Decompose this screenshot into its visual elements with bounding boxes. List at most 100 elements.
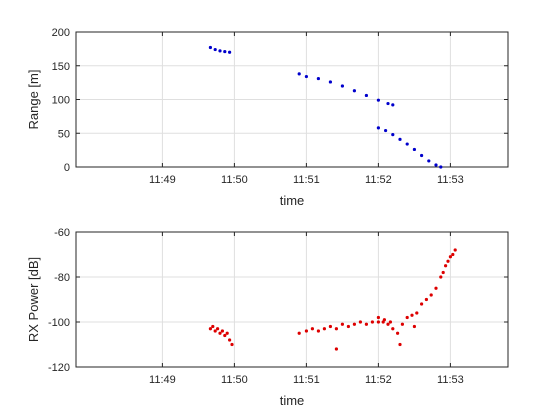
data-point [213, 329, 217, 333]
data-point [446, 259, 450, 263]
x-tick-label: 11:49 [149, 374, 176, 386]
data-point [386, 101, 390, 106]
data-point [434, 286, 438, 290]
chart-2: 11:49 11:50 11:51 11:52 11:53 -120 -100 -80 -60 t… [26, 227, 509, 408]
x-tick-label: 11:53 [437, 174, 464, 186]
x-tick-label: 11:51 [293, 174, 320, 186]
y-tick-label: -80 [54, 272, 70, 284]
data-point [376, 315, 380, 320]
data-point [439, 165, 443, 169]
axes-box [75, 231, 509, 368]
data-point [424, 297, 428, 302]
data-point [439, 275, 443, 279]
chart-1: 11:49 11:50 11:51 11:52 11:53 0 50 100 150 200 tim… [26, 27, 509, 208]
data-point [208, 327, 212, 331]
data-point [220, 329, 224, 333]
data-point [370, 320, 374, 324]
data-point [391, 103, 395, 107]
y-tick-label: -100 [48, 317, 70, 329]
y-tick-label: 150 [52, 61, 70, 73]
data-point [328, 80, 332, 84]
data-point [213, 47, 217, 52]
y-tick-label: 100 [52, 95, 70, 107]
data-point [388, 320, 392, 324]
data-point [352, 89, 356, 93]
x-tick-label: 11:52 [365, 374, 392, 386]
x-tick-label: 11:50 [221, 374, 248, 386]
data-point [451, 252, 455, 257]
data-point [223, 333, 227, 338]
data-point [218, 331, 222, 335]
data-point [412, 147, 416, 152]
data-point [223, 49, 227, 54]
data-point [218, 49, 222, 53]
data-point [396, 331, 400, 335]
y-axis-label: Range [m] [26, 70, 41, 130]
data-point [322, 327, 326, 331]
data-point [420, 302, 424, 306]
data-point [310, 327, 314, 331]
data-point [230, 342, 234, 347]
data-point [352, 322, 356, 326]
data-point [340, 84, 344, 88]
data-point [381, 320, 385, 324]
x-tick-label: 11:49 [149, 174, 176, 186]
data-point [304, 74, 308, 79]
data-point [297, 72, 301, 76]
x-tick-label: 11:50 [221, 174, 248, 186]
data-point [208, 45, 212, 50]
y-tick-label: 0 [64, 162, 70, 174]
data-point [434, 163, 438, 167]
data-point [316, 329, 320, 333]
data-point [444, 264, 448, 268]
series-1 [208, 45, 443, 169]
data-point [376, 320, 380, 324]
data-point [211, 324, 215, 329]
x-tick-label: 11:51 [293, 374, 320, 386]
data-point [376, 126, 380, 130]
data-point [228, 338, 232, 342]
data-point [415, 311, 419, 315]
data-point [358, 320, 362, 324]
y-tick-label: -60 [54, 227, 70, 239]
data-point [316, 76, 320, 81]
data-point [427, 159, 431, 163]
data-point [384, 128, 388, 133]
data-point [376, 98, 380, 102]
data-point [364, 93, 368, 98]
y-tick-label: -120 [48, 362, 70, 374]
data-point [420, 153, 424, 158]
data-point [328, 324, 332, 329]
data-point [216, 327, 220, 331]
data-point [304, 329, 308, 333]
data-point [297, 331, 301, 335]
data-point [453, 248, 457, 252]
data-point [412, 324, 416, 329]
x-tick-label: 11:53 [437, 374, 464, 386]
x-tick-label: 11:52 [365, 174, 392, 186]
y-axis-label: RX Power [dB] [26, 257, 41, 342]
data-point [391, 327, 395, 331]
data-point [398, 342, 402, 347]
data-point [386, 322, 390, 326]
data-point [340, 322, 344, 326]
data-point [225, 331, 229, 335]
data-point [228, 50, 232, 54]
y-tick-label: 50 [58, 128, 70, 140]
data-point [334, 327, 338, 331]
series-1 [208, 248, 457, 351]
x-axis-label: time [280, 393, 305, 408]
data-point [391, 133, 395, 137]
data-point [398, 137, 402, 141]
data-point [364, 322, 368, 326]
data-point [410, 313, 414, 317]
x-axis-label: time [280, 193, 305, 208]
data-point [441, 270, 445, 275]
data-point [334, 347, 338, 351]
data-point [429, 293, 433, 297]
data-point [346, 324, 350, 329]
data-point [405, 142, 409, 146]
data-point [400, 322, 404, 326]
y-tick-label: 200 [52, 27, 70, 39]
